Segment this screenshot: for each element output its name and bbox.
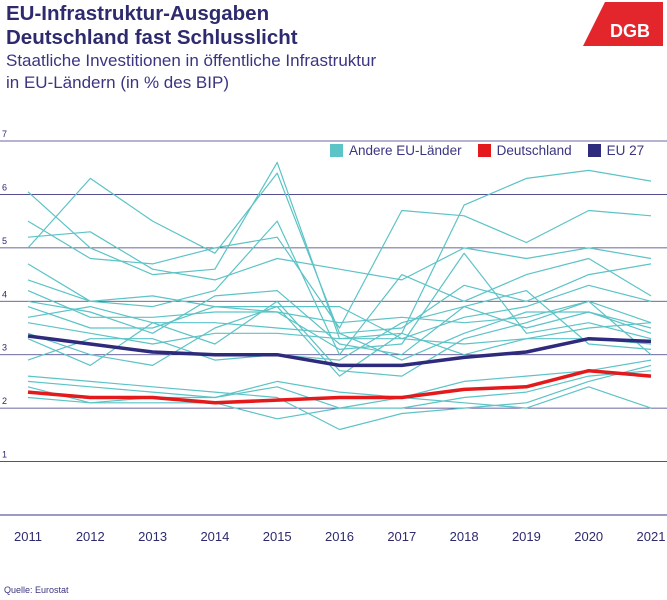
y-tick-label-3: 3 xyxy=(2,343,7,353)
series-line-other-5 xyxy=(27,220,652,356)
legend-swatch-others xyxy=(330,144,343,157)
series-line-deutschland xyxy=(27,368,652,405)
subtitle-line-1: Staatliche Investitionen in öffentliche … xyxy=(6,51,377,70)
subtitle-line-2: in EU-Ländern (in % des BIP) xyxy=(6,73,229,92)
line-chart: 2011 2012 2013 2014 2015 2016 2017 2018 2019 2020… xyxy=(0,129,667,544)
chart-subtitle: Staatliche Investitionen in öffentliche … xyxy=(6,50,376,94)
series-line-other-12 xyxy=(27,306,652,377)
legend-item-eu27: EU 27 xyxy=(587,143,645,158)
other-countries-lines xyxy=(27,161,652,431)
series-line-other-9 xyxy=(27,252,652,350)
series-line-other-14 xyxy=(27,290,652,361)
series-line-other-8 xyxy=(27,290,652,356)
x-tick-label-2013: 2013 xyxy=(138,529,167,544)
y-tick-label-1: 1 xyxy=(2,450,7,460)
title-line-1: EU-Infrastruktur-Ausgaben xyxy=(6,2,270,25)
y-tick-label-4: 4 xyxy=(2,289,7,299)
series-line-other-4 xyxy=(27,231,652,281)
chart-title: EU-Infrastruktur-Ausgaben Deutschland fa… xyxy=(6,2,298,50)
legend-swatch-germany xyxy=(477,144,491,157)
x-tick-label-2018: 2018 xyxy=(450,529,479,544)
legend-item-others: Andere EU-Länder xyxy=(330,143,462,158)
legend-label-eu27: EU 27 xyxy=(606,143,645,158)
x-tick-label-2015: 2015 xyxy=(263,529,292,544)
x-tick-label-2020: 2020 xyxy=(574,529,603,544)
series-line-eu27 xyxy=(27,334,652,368)
y-tick-label-5: 5 xyxy=(2,236,7,246)
legend-label-germany: Deutschland xyxy=(496,143,572,158)
x-tick-label-2017: 2017 xyxy=(387,529,416,544)
x-tick-label-2012: 2012 xyxy=(76,529,105,544)
legend-item-germany: Deutschland xyxy=(477,143,572,158)
legend-swatch-eu27 xyxy=(587,144,601,157)
series-line-other-11 xyxy=(27,322,652,345)
series-line-other-17 xyxy=(27,386,652,420)
x-tick-label-2011: 2011 xyxy=(14,529,42,544)
series-line-other-13 xyxy=(27,300,652,377)
x-axis-ticks: 2011 2012 2013 2014 2015 2016 2017 2018 2019 2020… xyxy=(14,529,665,544)
legend-label-others: Andere EU-Länder xyxy=(349,143,462,158)
title-line-2: Deutschland fast Schlusslicht xyxy=(6,26,298,49)
x-tick-label-2016: 2016 xyxy=(325,529,354,544)
y-tick-label-6: 6 xyxy=(2,182,7,192)
x-tick-label-2019: 2019 xyxy=(512,529,541,544)
series-line-other-10 xyxy=(27,306,652,361)
series-line-other-15 xyxy=(27,359,652,399)
legend: Andere EU-Länder Deutschland EU 27 xyxy=(330,143,644,158)
y-tick-label-2: 2 xyxy=(2,396,7,406)
series-line-other-18 xyxy=(27,364,652,431)
x-tick-label-2014: 2014 xyxy=(200,529,229,544)
y-tick-label-7: 7 xyxy=(2,129,7,139)
logo-shape xyxy=(583,2,663,46)
logo-text: DGB xyxy=(610,21,650,41)
x-tick-label-2021: 2021 xyxy=(637,529,666,544)
dgb-logo: DGB xyxy=(583,2,663,46)
highlight-lines xyxy=(27,334,652,405)
series-line-other-3 xyxy=(27,209,652,329)
grid xyxy=(0,140,667,516)
y-axis-ticks: 1 2 3 4 5 6 7 xyxy=(2,129,7,460)
source-note: Quelle: Eurostat xyxy=(4,585,69,595)
series-line-other-6 xyxy=(27,279,652,340)
